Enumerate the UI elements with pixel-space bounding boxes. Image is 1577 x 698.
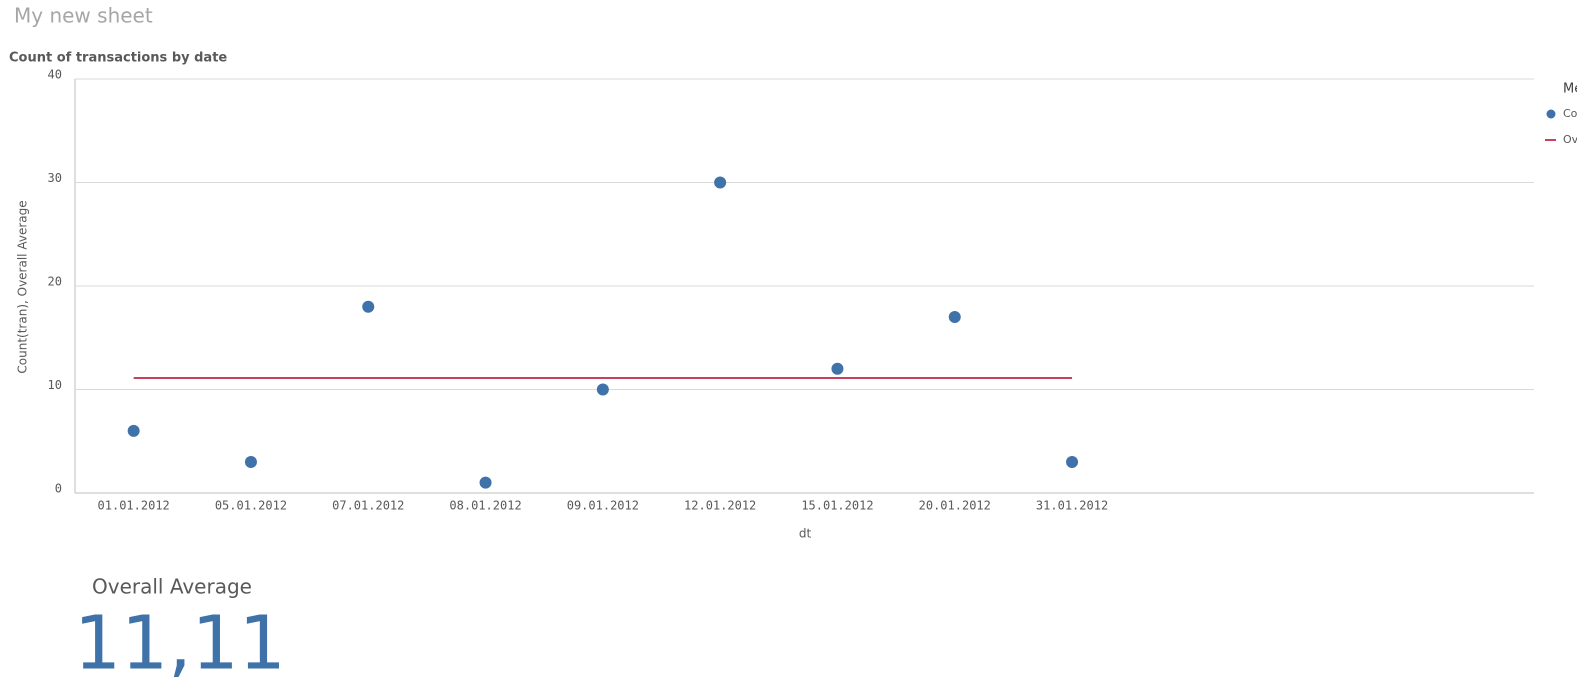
y-tick-label: 10 bbox=[48, 378, 62, 392]
data-point bbox=[244, 455, 257, 468]
kpi-label: Overall Average bbox=[92, 575, 252, 599]
data-point bbox=[362, 300, 375, 313]
data-point bbox=[596, 383, 609, 396]
x-tick-label: 08.01.2012 bbox=[449, 499, 521, 513]
x-tick-label: 31.01.2012 bbox=[1036, 499, 1108, 513]
chart-title: Count of transactions by date bbox=[9, 51, 227, 66]
legend-label: Overall Average bbox=[1563, 133, 1577, 146]
data-point bbox=[714, 176, 727, 189]
y-axis-label: Count(tran), Overall Average bbox=[16, 200, 30, 373]
x-tick-label: 05.01.2012 bbox=[215, 499, 287, 513]
data-point bbox=[948, 311, 961, 324]
data-point bbox=[479, 476, 492, 489]
x-axis-label: dt bbox=[799, 527, 812, 541]
kpi-value: 11,11 bbox=[74, 601, 286, 687]
data-point bbox=[127, 424, 140, 437]
y-tick-label: 40 bbox=[48, 68, 62, 82]
sheet-title: My new sheet bbox=[14, 4, 153, 28]
x-tick-label: 01.01.2012 bbox=[98, 499, 170, 513]
x-tick-label: 12.01.2012 bbox=[684, 499, 756, 513]
x-tick-label: 15.01.2012 bbox=[801, 499, 873, 513]
x-tick-label: 09.01.2012 bbox=[567, 499, 639, 513]
x-tick-label: 07.01.2012 bbox=[332, 499, 404, 513]
data-point bbox=[831, 362, 844, 375]
legend-title: Measures bbox=[1563, 82, 1577, 97]
y-tick-label: 20 bbox=[48, 275, 62, 289]
legend-symbol bbox=[1546, 109, 1556, 119]
y-tick-label: 30 bbox=[48, 171, 62, 185]
data-point bbox=[1066, 455, 1079, 468]
legend-label: Count(tran) bbox=[1563, 107, 1577, 120]
y-tick-label: 0 bbox=[55, 482, 62, 496]
x-tick-label: 20.01.2012 bbox=[919, 499, 991, 513]
